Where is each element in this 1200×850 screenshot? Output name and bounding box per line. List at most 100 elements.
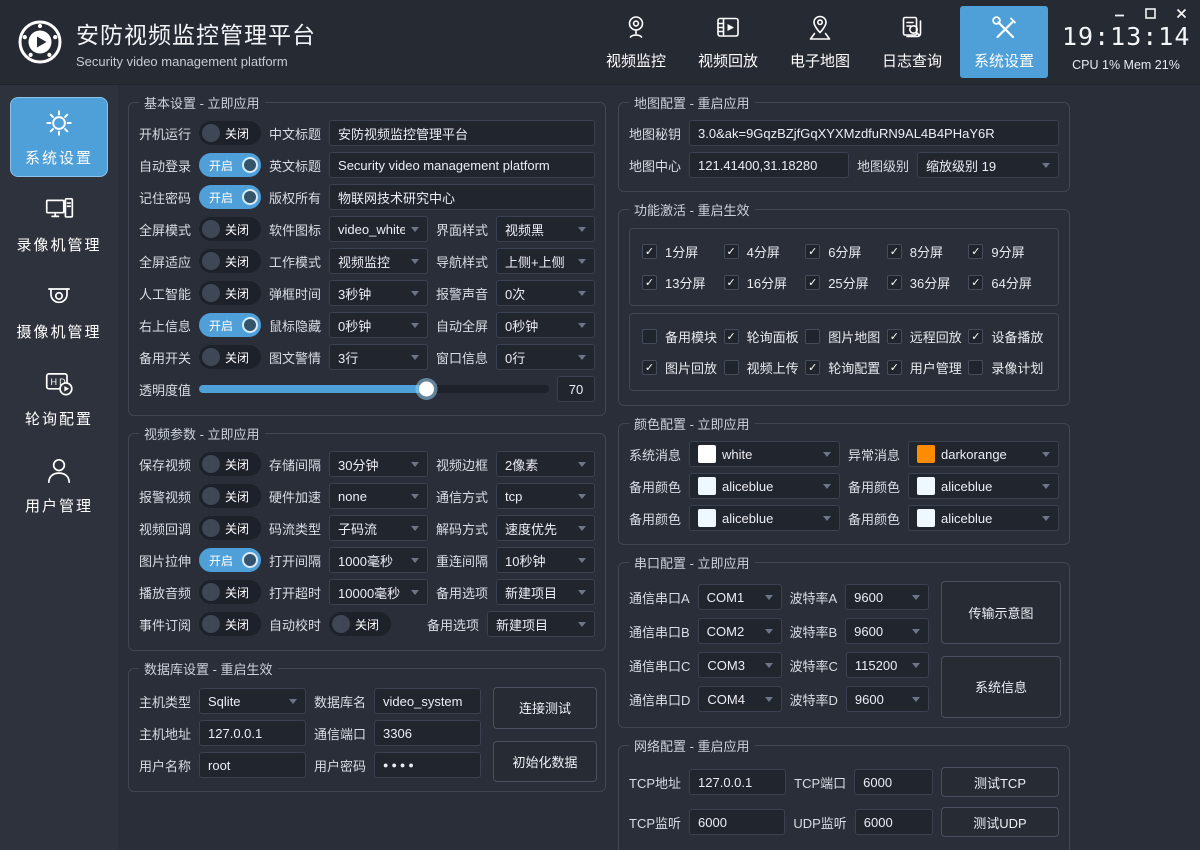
toggle-off[interactable]: 关闭 [199, 281, 262, 305]
checkbox-item[interactable]: 6分屏 [805, 242, 883, 261]
dropdown[interactable]: 0秒钟 [496, 312, 596, 338]
checkbox-checked[interactable] [642, 244, 657, 259]
checkbox-item[interactable]: 图片回放 [642, 358, 720, 377]
slider-thumb[interactable] [418, 381, 434, 397]
text-input[interactable]: video_system [374, 688, 481, 714]
checkbox-item[interactable]: 9分屏 [968, 242, 1046, 261]
dropdown[interactable]: tcp [496, 483, 596, 509]
toggle-off[interactable]: 关闭 [199, 249, 262, 273]
sidebar-item-polling-config[interactable]: HD 轮询配置 [10, 358, 108, 438]
color-dropdown[interactable]: aliceblue [908, 505, 1059, 531]
dropdown[interactable]: 115200 [845, 652, 929, 678]
checkbox-item[interactable]: 8分屏 [886, 242, 965, 261]
test-tcp-button[interactable]: 测试TCP [941, 767, 1059, 797]
dropdown[interactable]: COM3 [698, 652, 782, 678]
dropdown[interactable]: 9600 [845, 686, 929, 712]
dropdown[interactable]: 2像素 [496, 451, 596, 477]
checkbox-checked[interactable] [886, 244, 902, 259]
checkbox-checked[interactable] [642, 360, 657, 375]
checkbox-checked[interactable] [642, 275, 657, 290]
color-dropdown[interactable]: darkorange [908, 441, 1059, 467]
transfer-diagram-button[interactable]: 传输示意图 [941, 581, 1061, 644]
checkbox-item[interactable]: 设备播放 [968, 327, 1046, 346]
toggle-off[interactable]: 关闭 [199, 484, 262, 508]
dropdown[interactable]: video_white [329, 216, 429, 242]
checkbox-checked[interactable] [723, 275, 739, 290]
checkbox-checked[interactable] [805, 275, 821, 290]
checkbox-item[interactable]: 图片地图 [805, 327, 883, 346]
checkbox-item[interactable]: 录像计划 [968, 358, 1046, 377]
opacity-slider[interactable] [199, 381, 549, 397]
toggle-on[interactable]: 开启 [199, 548, 262, 572]
checkbox-item[interactable]: 16分屏 [723, 273, 802, 292]
checkbox-checked[interactable] [886, 329, 902, 344]
dropdown[interactable]: 9600 [845, 584, 929, 610]
dropdown[interactable]: 9600 [845, 618, 929, 644]
sidebar-item-user-management[interactable]: 用户管理 [10, 445, 108, 525]
minimize-button[interactable] [1113, 7, 1126, 20]
sidebar-item-camera-management[interactable]: 摄像机管理 [10, 271, 108, 351]
checkbox-checked[interactable] [886, 275, 902, 290]
text-input[interactable]: 127.0.0.1 [199, 720, 306, 746]
dropdown[interactable]: 3秒钟 [329, 280, 429, 306]
system-info-button[interactable]: 系统信息 [941, 655, 1061, 718]
checkbox-item[interactable]: 轮询配置 [805, 358, 883, 377]
toggle-off[interactable]: 关闭 [199, 217, 262, 241]
checkbox-item[interactable]: 1分屏 [642, 242, 720, 261]
toggle-off[interactable]: 关闭 [329, 612, 392, 636]
dropdown[interactable]: 新建项目 [487, 611, 596, 637]
checkbox-item[interactable]: 13分屏 [642, 273, 720, 292]
color-dropdown[interactable]: aliceblue [908, 473, 1059, 499]
checkbox-item[interactable]: 轮询面板 [723, 327, 802, 346]
checkbox-checked[interactable] [723, 244, 739, 259]
checkbox-item[interactable]: 25分屏 [805, 273, 883, 292]
sidebar-item-recorder-management[interactable]: 录像机管理 [10, 184, 108, 264]
color-dropdown[interactable]: white [689, 441, 840, 467]
password-input[interactable]: ●●●● [374, 752, 481, 778]
dropdown[interactable]: 0秒钟 [329, 312, 429, 338]
text-input[interactable]: 安防视频监控管理平台 [329, 120, 595, 146]
nav-system-settings[interactable]: 系统设置 [960, 6, 1048, 78]
nav-log-query[interactable]: 日志查询 [868, 6, 956, 78]
dropdown[interactable]: COM1 [697, 584, 782, 610]
checkbox-checked[interactable] [968, 275, 984, 290]
text-input[interactable]: 6000 [854, 769, 933, 795]
dropdown[interactable]: Sqlite [199, 688, 306, 714]
color-dropdown[interactable]: aliceblue [689, 505, 840, 531]
checkbox-item[interactable]: 备用模块 [642, 327, 720, 346]
toggle-off[interactable]: 关闭 [199, 612, 262, 636]
dropdown[interactable]: COM4 [698, 686, 782, 712]
dropdown[interactable]: 0次 [496, 280, 596, 306]
nav-video-monitor[interactable]: 视频监控 [592, 6, 680, 78]
checkbox-item[interactable]: 36分屏 [886, 273, 965, 292]
checkbox-unchecked[interactable] [968, 360, 984, 375]
dropdown[interactable]: 3行 [329, 344, 429, 370]
checkbox-checked[interactable] [805, 244, 821, 259]
nav-video-playback[interactable]: 视频回放 [684, 6, 772, 78]
dropdown[interactable]: none [329, 483, 429, 509]
dropdown[interactable]: 上侧+上侧 [496, 248, 596, 274]
toggle-off[interactable]: 关闭 [199, 345, 262, 369]
text-input[interactable]: 6000 [854, 809, 933, 835]
text-input[interactable]: 3306 [374, 720, 481, 746]
dropdown[interactable]: COM2 [697, 618, 782, 644]
text-input[interactable]: 127.0.0.1 [689, 769, 787, 795]
text-input[interactable]: Security video management platform [329, 152, 595, 178]
dropdown[interactable]: 1000毫秒 [329, 547, 429, 573]
dropdown[interactable]: 0行 [496, 344, 596, 370]
toggle-off[interactable]: 关闭 [199, 516, 262, 540]
checkbox-checked[interactable] [886, 360, 902, 375]
toggle-on[interactable]: 开启 [199, 313, 262, 337]
checkbox-checked[interactable] [805, 360, 821, 375]
dropdown[interactable]: 速度优先 [496, 515, 596, 541]
checkbox-unchecked[interactable] [805, 329, 821, 344]
toggle-off[interactable]: 关闭 [199, 580, 262, 604]
toggle-off[interactable]: 关闭 [199, 452, 262, 476]
dropdown[interactable]: 视频黑 [496, 216, 596, 242]
checkbox-item[interactable]: 视频上传 [723, 358, 802, 377]
text-input[interactable]: 121.41400,31.18280 [689, 152, 850, 178]
text-input[interactable]: 6000 [689, 809, 786, 835]
toggle-on[interactable]: 开启 [199, 185, 262, 209]
checkbox-item[interactable]: 远程回放 [886, 327, 965, 346]
checkbox-checked[interactable] [968, 244, 984, 259]
